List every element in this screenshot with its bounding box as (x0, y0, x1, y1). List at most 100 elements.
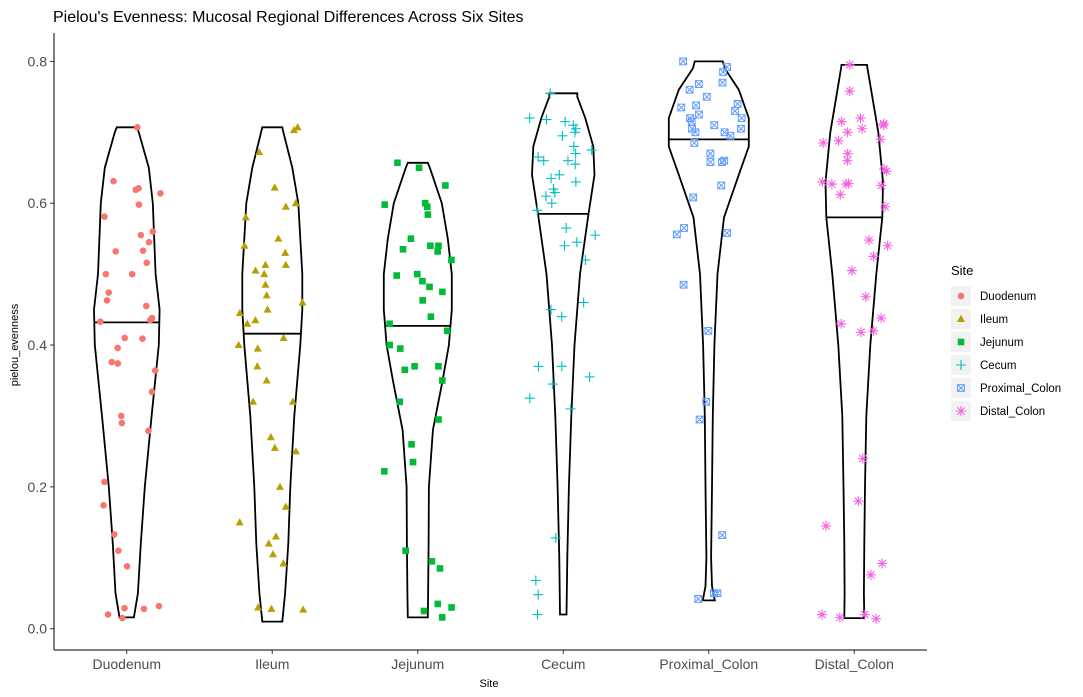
data-point (409, 458, 417, 466)
data-point (235, 308, 244, 317)
data-point (865, 569, 876, 580)
data-point (842, 127, 853, 138)
data-point (586, 145, 597, 156)
data-point (864, 235, 875, 246)
legend-label: Proximal_Colon (980, 383, 1061, 395)
data-point (857, 123, 868, 134)
data-point (146, 316, 154, 324)
data-point (243, 319, 252, 327)
data-point (679, 280, 688, 289)
data-point (291, 447, 300, 455)
data-point (726, 131, 735, 140)
data-point (844, 59, 855, 70)
data-point (421, 199, 429, 207)
data-point (876, 313, 887, 324)
data-point (428, 558, 436, 565)
data-point (448, 256, 455, 264)
legend-label: Jejunum (980, 337, 1023, 349)
data-point (692, 101, 700, 110)
data-point (691, 128, 700, 137)
data-point (103, 297, 111, 304)
data-point (426, 283, 433, 291)
violin-group-cecum (524, 88, 601, 620)
data-point (689, 193, 698, 202)
data-point (435, 242, 442, 250)
data-point (274, 234, 283, 242)
data-point (546, 198, 557, 209)
data-point (381, 467, 388, 475)
data-point (443, 327, 451, 335)
data-point (871, 613, 882, 624)
data-point (706, 149, 715, 158)
data-point (842, 148, 853, 159)
data-point (719, 68, 727, 76)
data-point (547, 379, 558, 390)
data-point (836, 116, 847, 127)
chart-title: Pielou's Evenness: Mucosal Regional Diff… (53, 9, 524, 26)
data-point (299, 605, 308, 613)
data-point (402, 547, 409, 555)
data-point (842, 155, 853, 166)
data-point (268, 550, 277, 558)
data-point (262, 376, 271, 384)
legend-key-marker (956, 360, 966, 370)
data-point (695, 415, 704, 424)
data-point (718, 158, 726, 166)
data-point (424, 211, 432, 218)
data-point (114, 360, 122, 367)
x-tick-label: Cecum (541, 656, 585, 672)
data-point (249, 397, 258, 405)
data-point (135, 185, 142, 192)
data-point (279, 559, 288, 567)
legend-label: Ileum (980, 314, 1008, 326)
data-point (694, 595, 703, 603)
data-point (281, 260, 290, 268)
y-tick-label: 0.8 (28, 53, 48, 69)
data-point (590, 230, 601, 241)
data-point (115, 547, 122, 555)
data-point (293, 123, 302, 131)
data-point (568, 141, 579, 152)
data-point (393, 272, 400, 279)
data-point (690, 139, 699, 147)
data-point (121, 334, 129, 342)
data-point (565, 403, 576, 414)
y-axis-title: pielou_evenness (9, 303, 21, 386)
data-point (545, 88, 556, 99)
data-point (102, 270, 110, 278)
data-point (702, 397, 711, 406)
data-point (108, 358, 116, 366)
legend-key-marker (957, 384, 965, 392)
data-point (710, 589, 718, 598)
data-point (817, 176, 828, 187)
data-point (571, 237, 582, 248)
data-point (149, 228, 157, 235)
data-point (540, 191, 551, 202)
data-point (111, 531, 118, 538)
data-point (145, 427, 152, 435)
data-point (448, 604, 455, 611)
data-point (399, 246, 407, 253)
data-point (407, 235, 415, 242)
data-point (270, 183, 279, 191)
data-point (834, 612, 845, 623)
data-point (434, 248, 441, 255)
data-point (857, 453, 868, 464)
data-point (101, 478, 108, 486)
data-point (860, 291, 871, 302)
data-point (260, 269, 269, 278)
data-point (145, 238, 153, 246)
data-point (731, 107, 739, 115)
x-tick-label: Proximal_Colon (659, 656, 758, 672)
data-point (868, 325, 879, 336)
data-point (556, 361, 567, 372)
data-point (843, 178, 854, 189)
data-point (710, 121, 719, 130)
data-point (139, 247, 147, 255)
data-point (826, 179, 837, 190)
data-point (155, 602, 163, 610)
data-point (251, 266, 260, 274)
data-point (737, 114, 746, 123)
data-point (439, 288, 446, 296)
data-point (672, 230, 681, 239)
